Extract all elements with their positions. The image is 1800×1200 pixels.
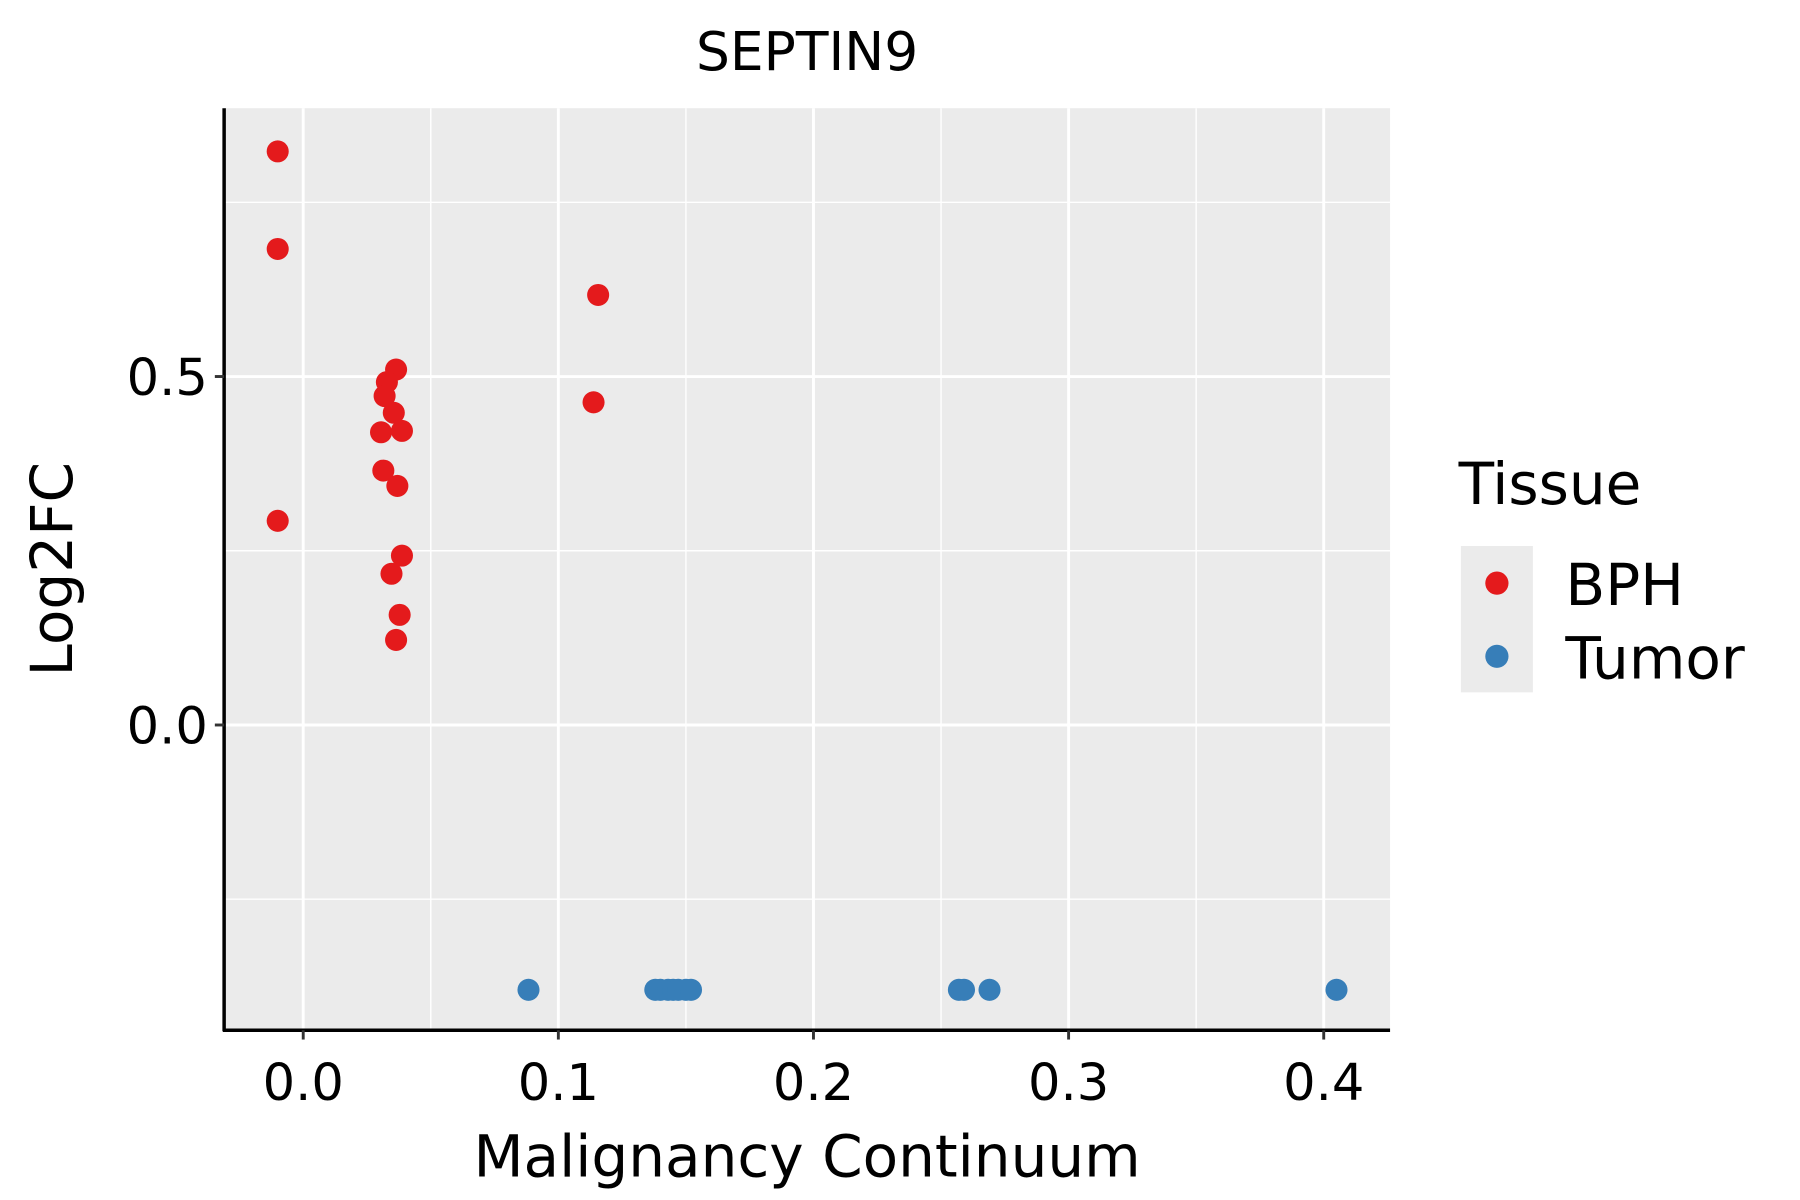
point-bph: [382, 401, 405, 424]
point-bph: [266, 509, 289, 532]
point-bph: [386, 474, 409, 497]
point-bph: [390, 544, 413, 567]
point-bph: [266, 237, 289, 261]
point-bph: [582, 391, 605, 414]
minor-gridlines: [224, 108, 1391, 1031]
chart-title: SEPTIN9: [696, 20, 918, 83]
legend-key-tumor: [1485, 644, 1509, 668]
point-bph: [388, 603, 411, 626]
point-bph: [370, 421, 393, 444]
x-tick-label: 0.1: [518, 1054, 599, 1113]
y-ticks: 0.0 0.5: [127, 349, 225, 757]
point-tumor: [517, 978, 540, 1001]
point-tumor: [679, 978, 703, 1001]
x-tick-label: 0.0: [263, 1054, 344, 1113]
point-bph: [373, 385, 396, 408]
y-tick-label: 0.5: [127, 349, 208, 408]
point-tumor: [952, 978, 976, 1001]
point-bph: [390, 419, 413, 442]
legend-key-bph: [1485, 571, 1509, 595]
major-gridlines: [224, 108, 1391, 1031]
x-tick-label: 0.4: [1283, 1054, 1364, 1113]
x-tick-label: 0.3: [1028, 1054, 1109, 1113]
y-axis-title: Log2FC: [18, 462, 86, 677]
legend: Tissue BPH Tumor: [1458, 450, 1745, 692]
point-tumor: [1325, 978, 1348, 1001]
x-ticks: 0.0 0.1 0.2 0.3 0.4: [263, 1030, 1364, 1113]
x-tick-label: 0.2: [773, 1054, 854, 1113]
point-tumor: [978, 978, 1001, 1001]
legend-title: Tissue: [1458, 450, 1642, 518]
data-points: [266, 140, 1348, 1001]
point-bph: [587, 283, 610, 307]
legend-label-bph: BPH: [1565, 551, 1683, 619]
point-bph: [385, 628, 408, 651]
legend-key-background: [1460, 546, 1533, 693]
y-tick-label: 0.0: [127, 698, 208, 757]
x-axis-title: Malignancy Continuum: [473, 1123, 1140, 1191]
legend-label-tumor: Tumor: [1564, 624, 1744, 692]
point-bph: [266, 140, 289, 163]
point-bph: [380, 562, 403, 585]
point-bph: [372, 459, 395, 482]
